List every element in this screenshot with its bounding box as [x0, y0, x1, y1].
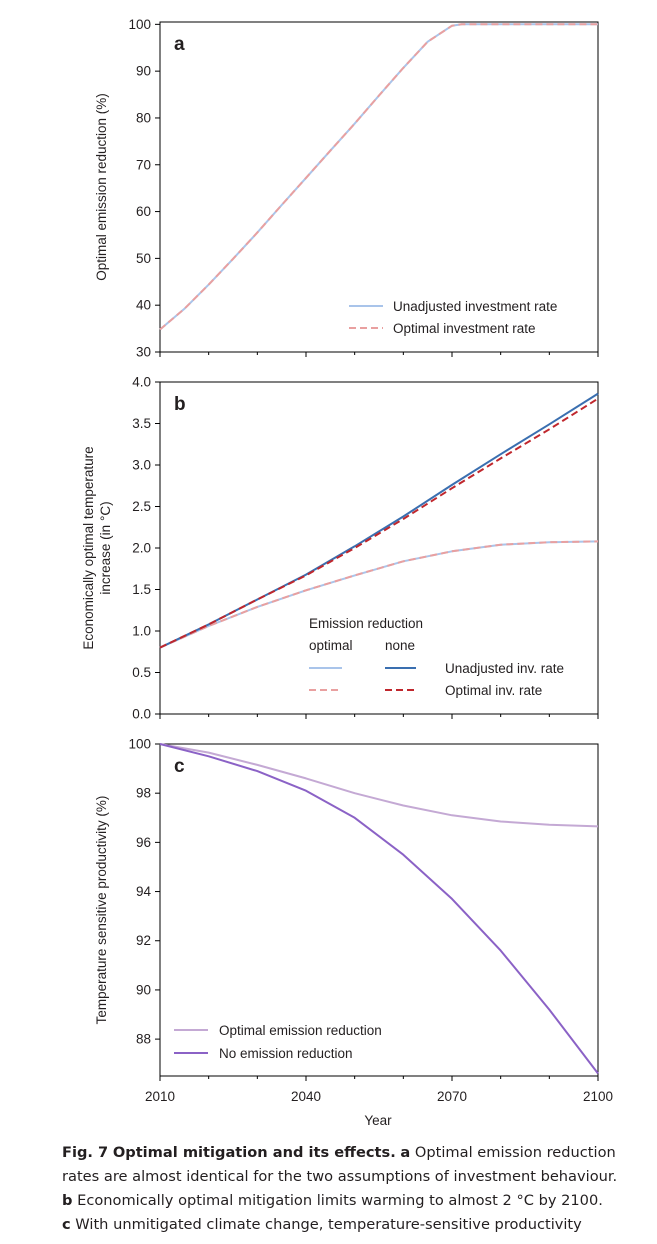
caption-line-3-text: Economically optimal mitigation limits w… — [77, 1192, 603, 1209]
panel-b-ytick-label: 0.5 — [132, 665, 151, 680]
panel-b-letter: b — [174, 394, 186, 415]
panel-a-letter: a — [174, 34, 185, 55]
caption-panel-a-label: a — [400, 1144, 411, 1161]
caption-title: Optimal mitigation and its effects. — [112, 1144, 396, 1161]
caption-panel-c-label: c — [62, 1216, 71, 1233]
caption-line-1: Fig. 7 Optimal mitigation and its effect… — [62, 1141, 652, 1165]
panel-b-series-none-optimal-inv-rate — [159, 397, 599, 649]
caption-line-1-text: Optimal emission reduction — [414, 1144, 616, 1161]
caption-line-3: b Economically optimal mitigation limits… — [62, 1189, 652, 1213]
panel-b-series-optimal-optimal-inv-rate — [159, 540, 599, 649]
panel-b-ytick-label: 2.5 — [132, 499, 151, 514]
panel-c-ytick-label: 94 — [136, 884, 152, 899]
caption-panel-b-label: b — [62, 1192, 73, 1209]
panel-c-letter: c — [174, 756, 185, 777]
panel-b-ylabel: increase (in °C) — [98, 501, 113, 594]
panel-c-xtick-label: 2070 — [437, 1089, 467, 1104]
panel-b-legend-col-none: none — [385, 638, 415, 653]
panel-a-ytick-label: 100 — [128, 17, 151, 32]
panel-a-ytick-label: 30 — [136, 345, 151, 360]
panel-a-ytick-label: 70 — [136, 157, 151, 172]
caption-line-4: c With unmitigated climate change, tempe… — [62, 1213, 652, 1237]
panel-b-legend-row-label: Unadjusted inv. rate — [445, 661, 564, 676]
caption-fig-label: Fig. 7 — [62, 1144, 109, 1161]
panel-b-legend-title: Emission reduction — [309, 616, 423, 631]
panel-a-frame — [159, 21, 599, 353]
panel-c-ytick-label: 96 — [136, 835, 151, 850]
panel-b-series-none-unadjusted-inv-rate — [159, 392, 599, 649]
panel-a-ytick-label: 80 — [136, 110, 151, 125]
caption-line-4-text: With unmitigated climate change, tempera… — [75, 1216, 582, 1233]
panel-a-series-optimal-investment-rate — [159, 23, 598, 331]
panel-c-ytick-label: 92 — [136, 933, 151, 948]
panel-b-ytick-label: 0.0 — [132, 707, 151, 722]
panel-c-legend-label: Optimal emission reduction — [219, 1023, 382, 1038]
panel-a-legend-label: Optimal investment rate — [393, 321, 536, 336]
panel-a-ylabel: Optimal emission reduction (%) — [94, 93, 109, 281]
panel-c-series-no-emission-reduction — [159, 743, 599, 1075]
panel-a-legend-label: Unadjusted investment rate — [393, 299, 557, 314]
panel-b-ytick-label: 1.0 — [132, 624, 151, 639]
panel-b-ylabel: Economically optimal temperature — [81, 446, 96, 649]
panel-b-ytick-label: 2.0 — [132, 541, 151, 556]
panel-b-ytick-label: 3.5 — [132, 416, 151, 431]
panel-c-legend-label: No emission reduction — [219, 1046, 353, 1061]
panel-b-ytick-label: 3.0 — [132, 458, 151, 473]
figure-7: a 30 40 50 60 70 80 90 100 Optimal emission reduc… — [81, 17, 613, 1128]
panel-b-series-optimal-unadjusted-inv-rate — [159, 540, 599, 649]
panel-a-ytick-label: 60 — [136, 204, 151, 219]
panel-a-ytick-label: 40 — [136, 298, 151, 313]
panel-b-ytick-label: 1.5 — [132, 582, 151, 597]
panel-c-ytick-label: 100 — [128, 737, 151, 752]
figure-caption: Fig. 7 Optimal mitigation and its effect… — [62, 1141, 652, 1237]
panel-c-xlabel: Year — [364, 1113, 392, 1128]
panel-c-xtick-label: 2100 — [583, 1089, 613, 1104]
panel-a-ytick-label: 50 — [136, 251, 151, 266]
panel-b-ytick-label: 4.0 — [132, 375, 151, 390]
panel-c-ytick-label: 88 — [136, 1032, 151, 1047]
panel-c-series-optimal-emission-reduction — [159, 743, 599, 828]
panel-c-xtick-label: 2010 — [145, 1089, 175, 1104]
panel-c-xtick-label: 2040 — [291, 1089, 321, 1104]
panel-c-ytick-label: 98 — [136, 786, 151, 801]
panel-c-ytick-label: 90 — [136, 982, 151, 997]
panel-b-legend-row-label: Optimal inv. rate — [445, 683, 542, 698]
panel-c-ylabel: Temperature sensitive productivity (%) — [94, 796, 109, 1025]
panel-b-legend-col-optimal: optimal — [309, 638, 353, 653]
panel-a-series-unadjusted-investment-rate — [159, 23, 598, 331]
caption-line-2: rates are almost identical for the two a… — [62, 1168, 618, 1185]
panel-c-frame — [159, 743, 599, 1077]
panel-a-ytick-label: 90 — [136, 64, 151, 79]
